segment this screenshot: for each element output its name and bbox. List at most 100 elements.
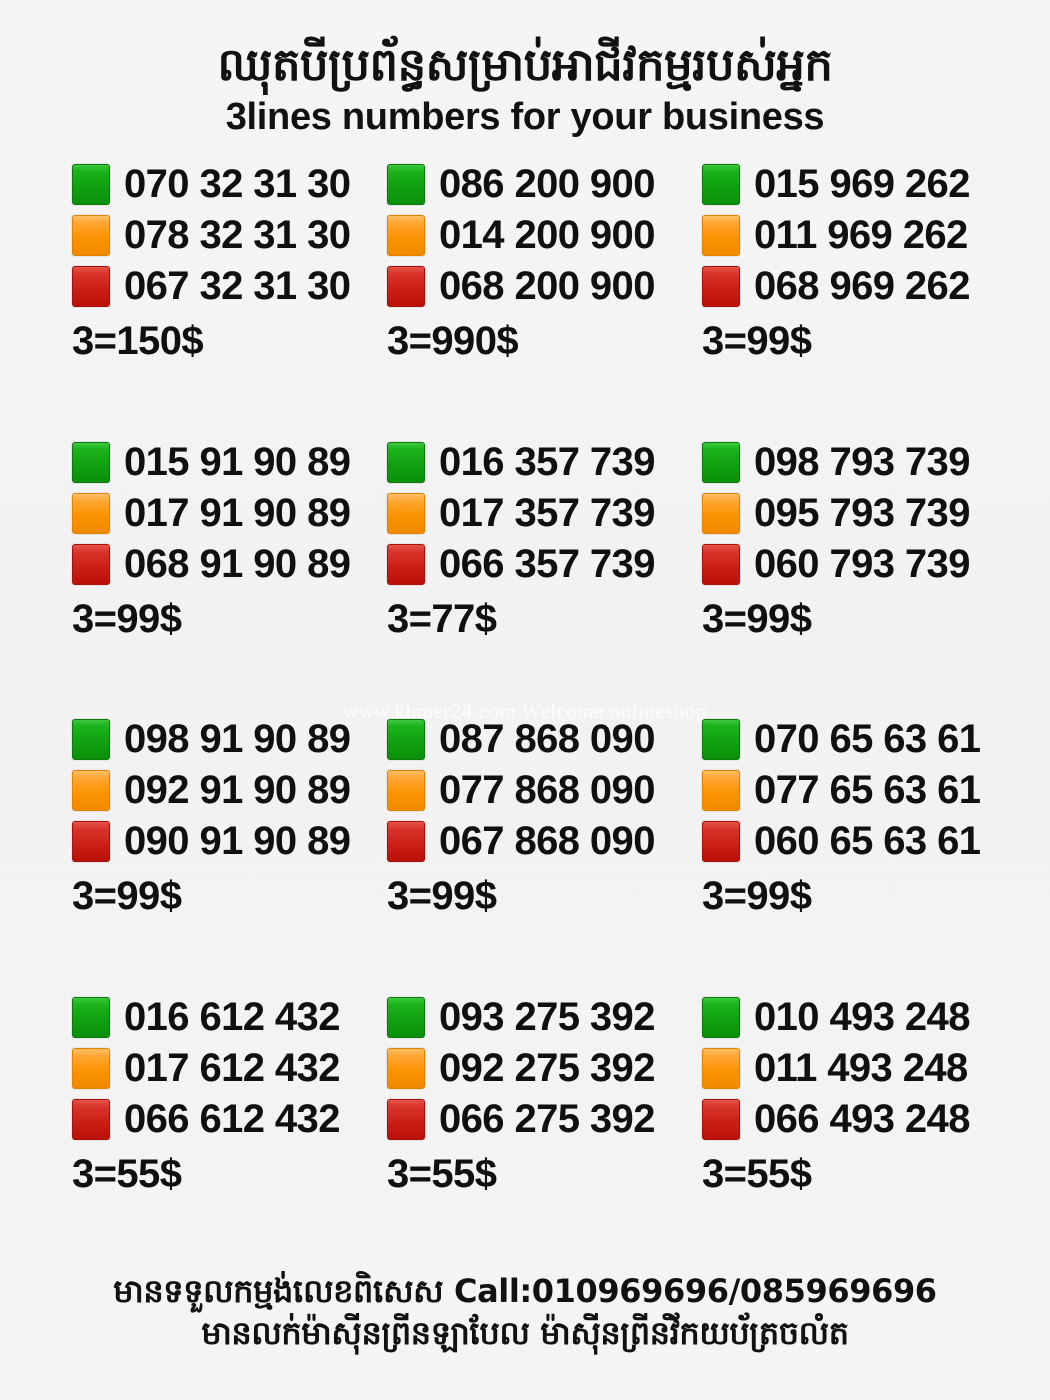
phone-number: 010 493 248 (754, 994, 970, 1039)
pack-price: 3=55$ (72, 1151, 182, 1196)
green-square-icon (72, 441, 110, 483)
number-line: 092 91 90 89 (72, 765, 387, 816)
number-pack: 098 793 739 095 793 739 060 793 739 3=99… (702, 437, 1017, 715)
orange-square-icon (387, 770, 425, 812)
red-square-icon (72, 1098, 110, 1140)
pack-row: 098 91 90 89 092 91 90 89 090 91 90 89 3… (0, 714, 1050, 992)
pack-price: 3=99$ (387, 874, 497, 919)
phone-number: 066 357 739 (439, 541, 655, 586)
number-line: 060 65 63 61 (702, 816, 1017, 867)
red-square-icon (702, 821, 740, 863)
footer-contact-line: មានទទួលកម្មង់លេខពិសេស Call:010969696/085… (113, 1271, 937, 1310)
green-square-icon (702, 163, 740, 205)
phone-number: 015 969 262 (754, 161, 970, 206)
phone-number: 066 612 432 (124, 1096, 340, 1141)
number-line: 077 65 63 61 (702, 765, 1017, 816)
red-square-icon (72, 821, 110, 863)
number-line: 017 612 432 (72, 1043, 387, 1094)
orange-square-icon (72, 1047, 110, 1089)
orange-square-icon (702, 1047, 740, 1089)
number-pack: 015 969 262 011 969 262 068 969 262 3=99… (702, 159, 1017, 437)
green-square-icon (702, 996, 740, 1038)
number-line: 068 969 262 (702, 261, 1017, 312)
number-line: 093 275 392 (387, 992, 702, 1043)
green-square-icon (387, 719, 425, 761)
number-line: 077 868 090 (387, 765, 702, 816)
red-square-icon (702, 1098, 740, 1140)
green-square-icon (702, 441, 740, 483)
phone-number: 017 91 90 89 (124, 490, 351, 535)
pack-price: 3=99$ (702, 596, 812, 641)
pack-price: 3=99$ (72, 874, 182, 919)
number-line: 017 357 739 (387, 488, 702, 539)
pack-price: 3=99$ (702, 318, 812, 363)
phone-number: 092 275 392 (439, 1045, 655, 1090)
number-pack: 087 868 090 077 868 090 067 868 090 3=99… (387, 714, 702, 992)
green-square-icon (72, 996, 110, 1038)
phone-number: 092 91 90 89 (124, 768, 351, 813)
phone-number: 011 969 262 (754, 212, 968, 257)
green-square-icon (702, 719, 740, 761)
number-line: 066 275 392 (387, 1094, 702, 1145)
red-square-icon (702, 265, 740, 307)
phone-number: 067 868 090 (439, 819, 655, 864)
number-pack: 015 91 90 89 017 91 90 89 068 91 90 89 3… (72, 437, 387, 715)
number-line: 098 91 90 89 (72, 714, 387, 765)
pack-price: 3=77$ (387, 596, 497, 641)
red-square-icon (387, 265, 425, 307)
phone-number: 070 65 63 61 (754, 717, 981, 762)
number-line: 060 793 739 (702, 539, 1017, 590)
phone-number: 078 32 31 30 (124, 212, 351, 257)
number-line: 098 793 739 (702, 437, 1017, 488)
number-pack: 070 32 31 30 078 32 31 30 067 32 31 30 3… (72, 159, 387, 437)
phone-number: 011 493 248 (754, 1045, 968, 1090)
green-square-icon (72, 719, 110, 761)
number-line: 090 91 90 89 (72, 816, 387, 867)
phone-number: 087 868 090 (439, 717, 655, 762)
pack-row: 070 32 31 30 078 32 31 30 067 32 31 30 3… (0, 159, 1050, 437)
number-line: 016 357 739 (387, 437, 702, 488)
poster-footer: មានទទួលកម្មង់លេខពិសេស Call:010969696/085… (0, 1270, 1050, 1400)
green-square-icon (387, 163, 425, 205)
number-line: 095 793 739 (702, 488, 1017, 539)
green-square-icon (72, 163, 110, 205)
pack-price: 3=990$ (387, 318, 519, 363)
orange-square-icon (72, 492, 110, 534)
number-line: 068 91 90 89 (72, 539, 387, 590)
number-line: 014 200 900 (387, 210, 702, 261)
phone-number: 095 793 739 (754, 490, 970, 535)
phone-number: 070 32 31 30 (124, 161, 351, 206)
number-line: 010 493 248 (702, 992, 1017, 1043)
number-line: 067 32 31 30 (72, 261, 387, 312)
page-title-english: 3lines numbers for your business (225, 96, 825, 139)
number-line: 011 493 248 (702, 1043, 1017, 1094)
phone-number: 017 357 739 (439, 490, 655, 535)
orange-square-icon (387, 214, 425, 256)
number-line: 066 612 432 (72, 1094, 387, 1145)
footer-services-line: មានលក់ម៉ាស៊ីនព្រីនឡាបែល ម៉ាស៊ីនព្រីនវ័ិក… (201, 1313, 849, 1352)
phone-number: 015 91 90 89 (124, 439, 351, 484)
phone-number: 060 65 63 61 (754, 819, 981, 864)
orange-square-icon (702, 770, 740, 812)
red-square-icon (72, 265, 110, 307)
phone-number: 068 91 90 89 (124, 541, 351, 586)
phone-number: 066 493 248 (754, 1096, 970, 1141)
number-line: 087 868 090 (387, 714, 702, 765)
number-pack: 016 612 432 017 612 432 066 612 432 3=55… (72, 992, 387, 1270)
phone-number: 068 200 900 (439, 263, 655, 308)
number-pack: 098 91 90 89 092 91 90 89 090 91 90 89 3… (72, 714, 387, 992)
number-line: 066 493 248 (702, 1094, 1017, 1145)
number-line: 070 65 63 61 (702, 714, 1017, 765)
phone-number: 014 200 900 (439, 212, 655, 257)
number-line: 078 32 31 30 (72, 210, 387, 261)
pack-row: 016 612 432 017 612 432 066 612 432 3=55… (0, 992, 1050, 1270)
phone-number: 016 612 432 (124, 994, 340, 1039)
number-line: 015 969 262 (702, 159, 1017, 210)
phone-number: 077 65 63 61 (754, 768, 981, 813)
pack-row: 015 91 90 89 017 91 90 89 068 91 90 89 3… (0, 437, 1050, 715)
orange-square-icon (387, 1047, 425, 1089)
phone-number: 098 91 90 89 (124, 717, 351, 762)
phone-number: 016 357 739 (439, 439, 655, 484)
phone-number: 068 969 262 (754, 263, 970, 308)
